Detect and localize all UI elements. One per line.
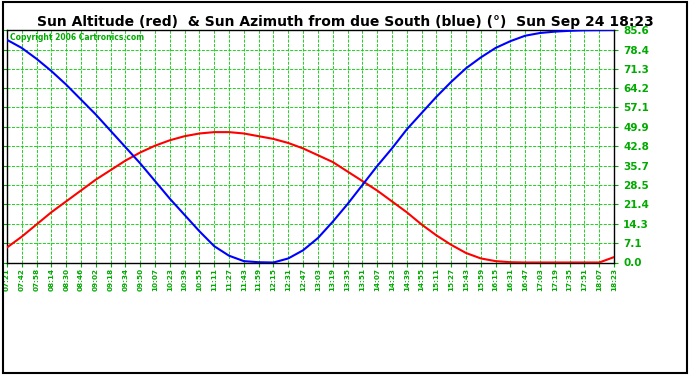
- Text: Copyright 2006 Cartronics.com: Copyright 2006 Cartronics.com: [10, 33, 144, 42]
- Text: Sun Altitude (red)  & Sun Azimuth from due South (blue) (°)  Sun Sep 24 18:23: Sun Altitude (red) & Sun Azimuth from du…: [37, 15, 653, 29]
